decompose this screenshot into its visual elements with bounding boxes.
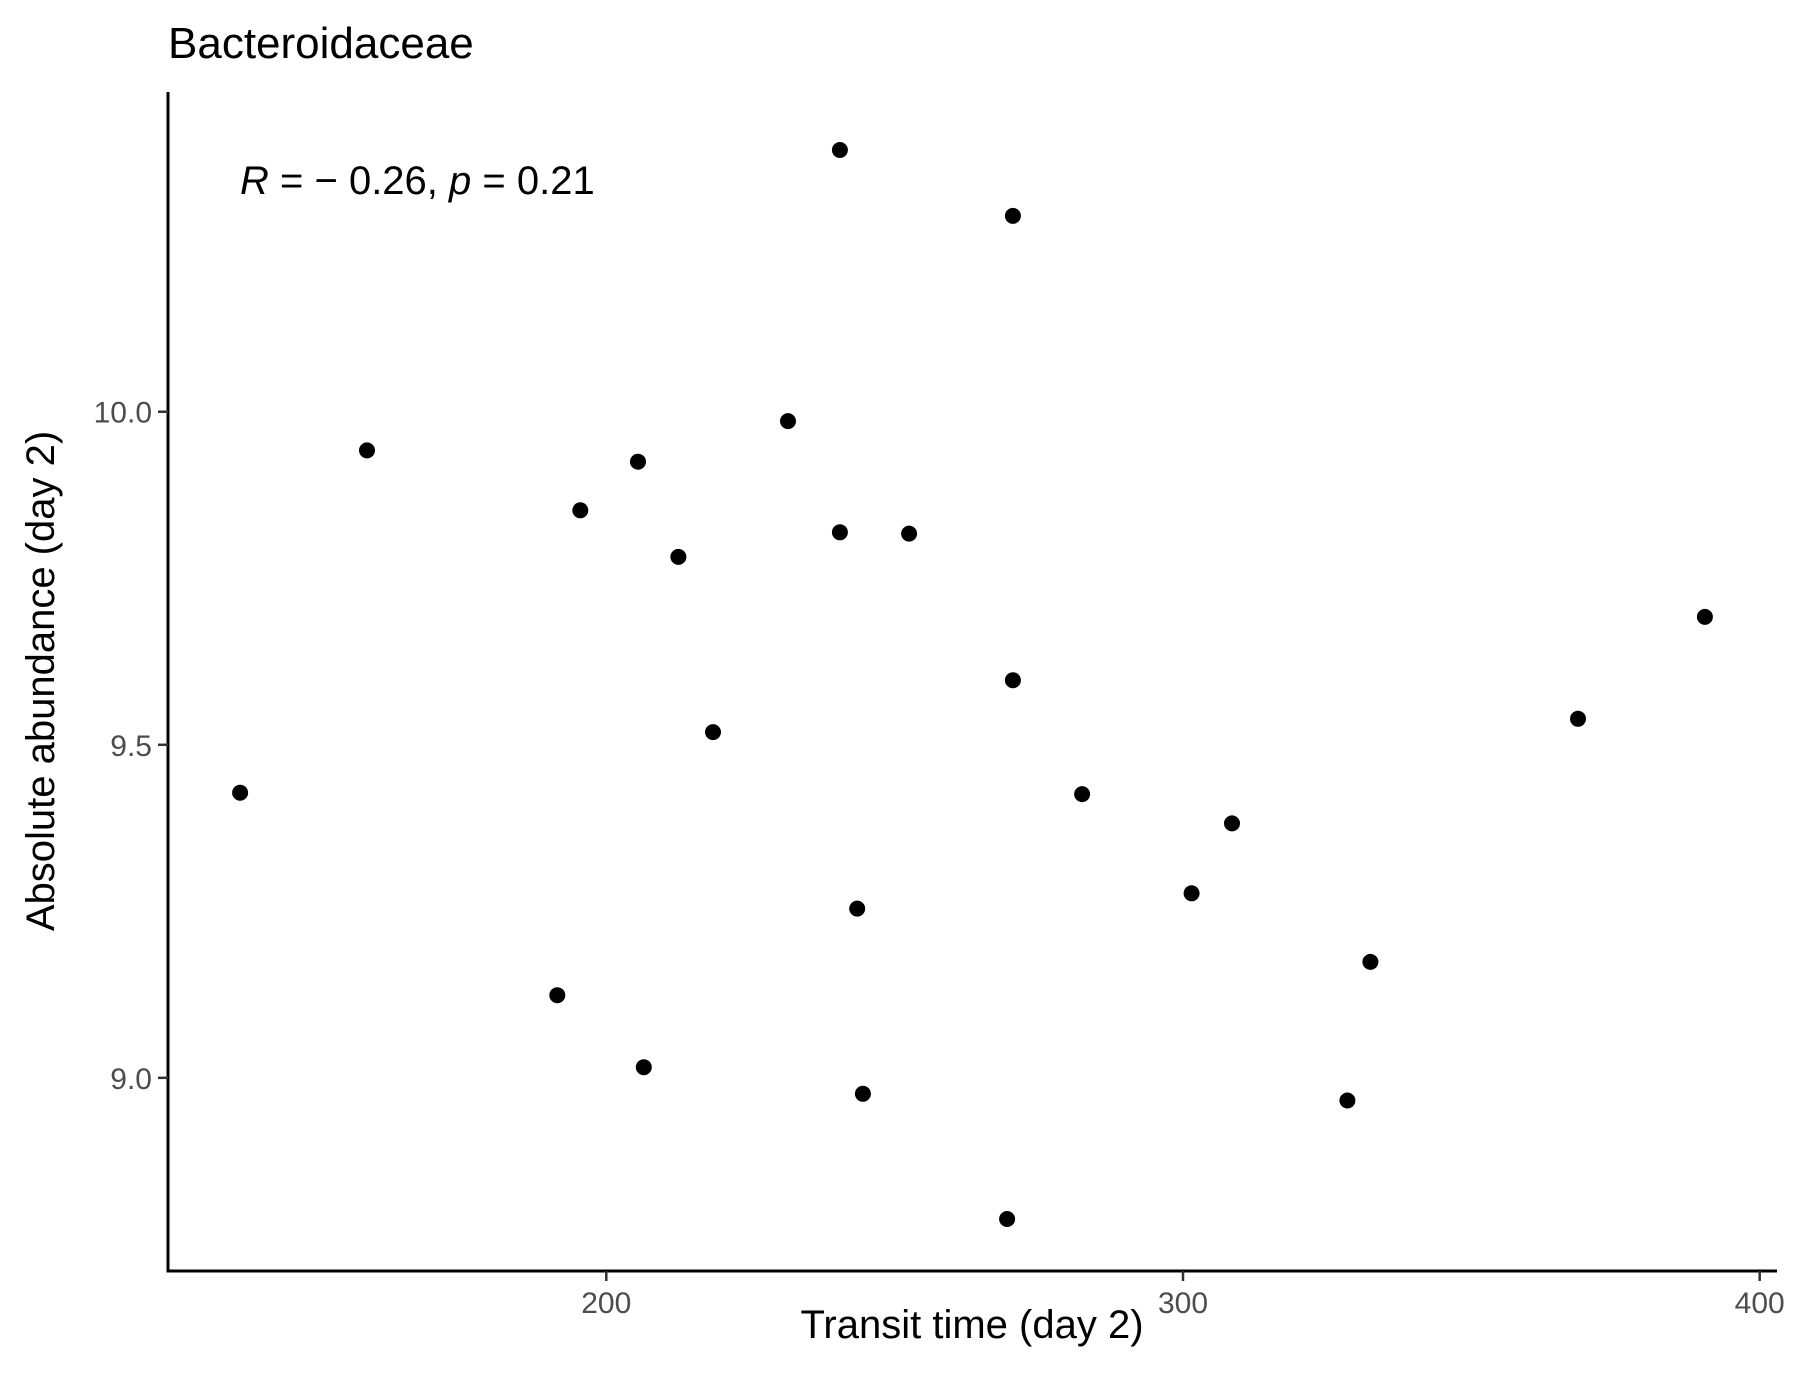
data-point-7 <box>670 548 687 565</box>
correlation-annotation: R = − 0.26, p = 0.21 <box>240 159 595 203</box>
chart-title: Bacteroidaceae <box>168 19 474 68</box>
data-point-3 <box>549 987 566 1004</box>
data-point-4 <box>572 502 589 519</box>
y-axis-title: Absolute abundance (day 2) <box>19 431 63 931</box>
x-tick-label-400: 400 <box>1735 1287 1785 1320</box>
annotation-p-value: = 0.21 <box>471 159 594 203</box>
x-axis-ticks: 200 300 400 <box>581 1271 1785 1320</box>
y-tick-label-10: 10.0 <box>94 397 152 430</box>
data-point-20 <box>1224 815 1240 832</box>
data-point-17 <box>1004 672 1021 689</box>
x-tick-label-200: 200 <box>581 1287 631 1320</box>
data-points <box>232 142 1713 1227</box>
x-axis-title: Transit time (day 2) <box>800 1303 1143 1347</box>
data-point-9 <box>780 413 796 430</box>
y-tick-label-9: 9.0 <box>110 1063 152 1096</box>
annotation-r-value: = − 0.26, <box>269 159 449 203</box>
data-point-11 <box>831 524 848 541</box>
data-point-22 <box>1362 953 1379 970</box>
data-point-21 <box>1339 1092 1356 1109</box>
data-point-24 <box>1696 608 1713 625</box>
data-point-2 <box>359 442 375 459</box>
annotation-p-symbol: p <box>448 159 471 203</box>
data-point-14 <box>901 525 918 542</box>
y-axis-ticks: 9.0 9.5 10.0 <box>94 397 168 1096</box>
data-point-10 <box>831 142 848 158</box>
data-point-1 <box>232 784 249 801</box>
data-point-8 <box>705 724 721 741</box>
data-point-23 <box>1570 710 1586 727</box>
data-point-6 <box>635 1059 652 1076</box>
data-point-15 <box>999 1211 1016 1227</box>
data-point-18 <box>1074 786 1091 803</box>
data-point-13 <box>854 1085 871 1102</box>
data-point-5 <box>630 453 646 470</box>
data-point-16 <box>1004 207 1021 224</box>
data-point-19 <box>1183 885 1200 902</box>
x-tick-label-300: 300 <box>1158 1287 1208 1320</box>
annotation-r-symbol: R <box>240 159 269 203</box>
data-point-12 <box>849 900 866 917</box>
y-tick-label-9.5: 9.5 <box>110 730 152 763</box>
